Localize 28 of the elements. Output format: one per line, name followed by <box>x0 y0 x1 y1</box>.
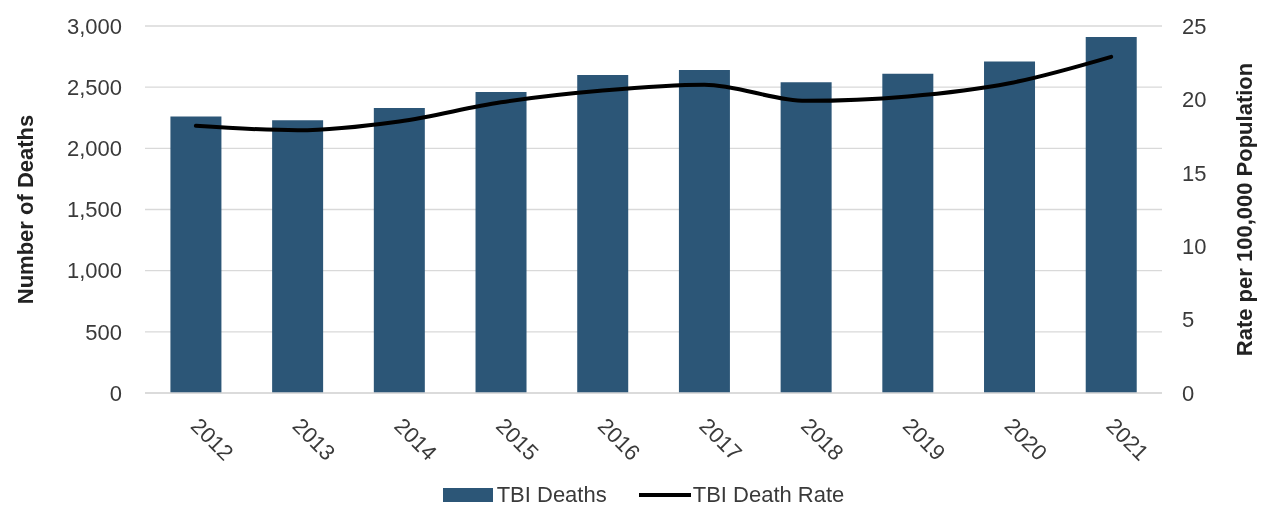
legend-label: TBI Deaths <box>496 482 607 508</box>
bar <box>272 120 324 393</box>
y2-tick-label: 20 <box>1182 87 1207 113</box>
bar <box>1085 37 1137 393</box>
legend-label: TBI Death Rate <box>692 482 845 508</box>
y2-tick-label: 5 <box>1182 307 1195 333</box>
bar <box>577 74 629 393</box>
y2-tick-label: 25 <box>1182 13 1207 39</box>
y-axis-title: Number of Deaths <box>12 114 38 305</box>
y-tick-label: 0 <box>109 380 122 406</box>
y-tick-label: 1,000 <box>66 258 122 284</box>
bar <box>373 107 425 393</box>
y2-tick-label: 10 <box>1182 234 1207 260</box>
bar <box>984 61 1036 393</box>
y2-tick-label: 0 <box>1182 380 1195 406</box>
bar <box>678 70 730 393</box>
y2-axis-title: Rate per 100,000 Population <box>1231 62 1257 357</box>
bar <box>475 92 527 393</box>
bar <box>780 82 832 393</box>
line-series <box>193 54 1114 133</box>
y-tick-label: 500 <box>85 319 122 345</box>
y2-tick-label: 15 <box>1182 160 1207 186</box>
y-tick-label: 3,000 <box>66 13 122 39</box>
bar <box>170 116 222 393</box>
y-tick-label: 1,500 <box>66 197 122 223</box>
bar <box>882 73 934 393</box>
y-tick-label: 2,000 <box>66 136 122 162</box>
y-tick-label: 2,500 <box>66 74 122 100</box>
